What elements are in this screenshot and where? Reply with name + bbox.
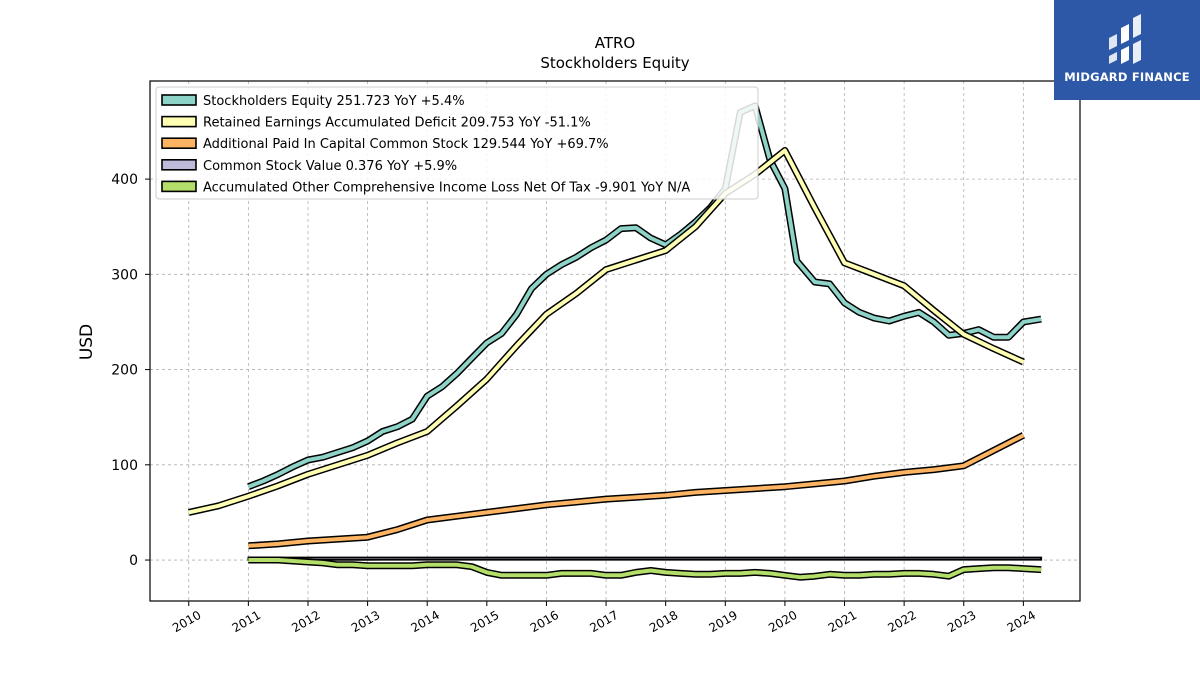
x-tick-label: 2018 <box>647 608 680 635</box>
y-tick-label: 200 <box>111 363 138 379</box>
series-line-3 <box>247 556 1043 561</box>
legend-label: Additional Paid In Capital Common Stock … <box>203 137 609 152</box>
legend-label: Retained Earnings Accumulated Deficit 20… <box>203 116 591 131</box>
series-3 <box>247 556 1043 561</box>
series-2 <box>248 432 1025 550</box>
legend-item: Common Stock Value 0.376 YoY +5.9% <box>161 159 457 174</box>
x-tick-label: 2023 <box>945 608 978 635</box>
legend-item: Additional Paid In Capital Common Stock … <box>161 137 609 152</box>
ticks: 2010 2011 2012 2013 2014 2015 2016 2017 2018 2019… <box>111 172 1038 635</box>
x-tick-label: 2022 <box>885 608 918 635</box>
series-outline-2 <box>248 432 1025 550</box>
legend-label: Common Stock Value 0.376 YoY +5.9% <box>203 159 457 174</box>
x-tick-label: 2019 <box>707 608 740 635</box>
legend: Stockholders Equity 251.723 YoY +5.4% Ret… <box>155 86 759 200</box>
logo-mark-icon <box>1109 14 1141 64</box>
y-tick-label: 400 <box>111 172 138 188</box>
x-tick-label: 2021 <box>826 608 859 635</box>
legend-item: Stockholders Equity 251.723 YoY +5.4% <box>161 94 465 109</box>
x-tick-label: 2020 <box>766 608 799 635</box>
x-tick-label: 2017 <box>587 608 620 635</box>
legend-item: Accumulated Other Comprehensive Income L… <box>161 180 690 195</box>
series-line-2 <box>248 433 1025 548</box>
legend-box <box>155 86 759 200</box>
brand-name: MIDGARD FINANCE <box>1064 70 1190 84</box>
chart-title: ATRO <box>595 34 636 52</box>
legend-label: Stockholders Equity 251.723 YoY +5.4% <box>203 94 465 109</box>
x-tick-label: 2015 <box>468 608 501 635</box>
series-line-0 <box>247 103 1042 489</box>
legend-swatch <box>161 115 197 128</box>
y-axis-label: USD <box>77 324 97 360</box>
series-1 <box>188 147 1025 516</box>
brand-logo: MIDGARD FINANCE <box>1054 0 1200 100</box>
chart-subtitle: Stockholders Equity <box>540 54 689 72</box>
series-line-1 <box>188 148 1025 515</box>
x-tick-label: 2010 <box>170 608 203 635</box>
y-tick-label: 0 <box>129 553 138 569</box>
series-4 <box>248 556 1042 581</box>
legend-swatch <box>161 180 197 193</box>
legend-item: Retained Earnings Accumulated Deficit 20… <box>161 115 591 131</box>
plot-frame <box>149 80 1081 602</box>
x-tick-label: 2013 <box>349 608 382 635</box>
series-0 <box>247 102 1042 490</box>
y-tick-label: 100 <box>111 458 138 474</box>
series-line-4 <box>248 558 1042 580</box>
y-tick-label: 300 <box>111 267 138 283</box>
x-tick-label: 2012 <box>289 608 322 635</box>
x-tick-label: 2024 <box>1005 608 1038 635</box>
x-tick-label: 2016 <box>528 608 561 635</box>
legend-swatch <box>161 94 197 106</box>
x-tick-label: 2011 <box>230 608 263 635</box>
legend-swatch <box>161 159 197 171</box>
series-layer <box>188 102 1043 581</box>
legend-swatch <box>161 137 197 149</box>
legend-label: Accumulated Other Comprehensive Income L… <box>203 180 690 195</box>
x-tick-label: 2014 <box>408 608 441 635</box>
